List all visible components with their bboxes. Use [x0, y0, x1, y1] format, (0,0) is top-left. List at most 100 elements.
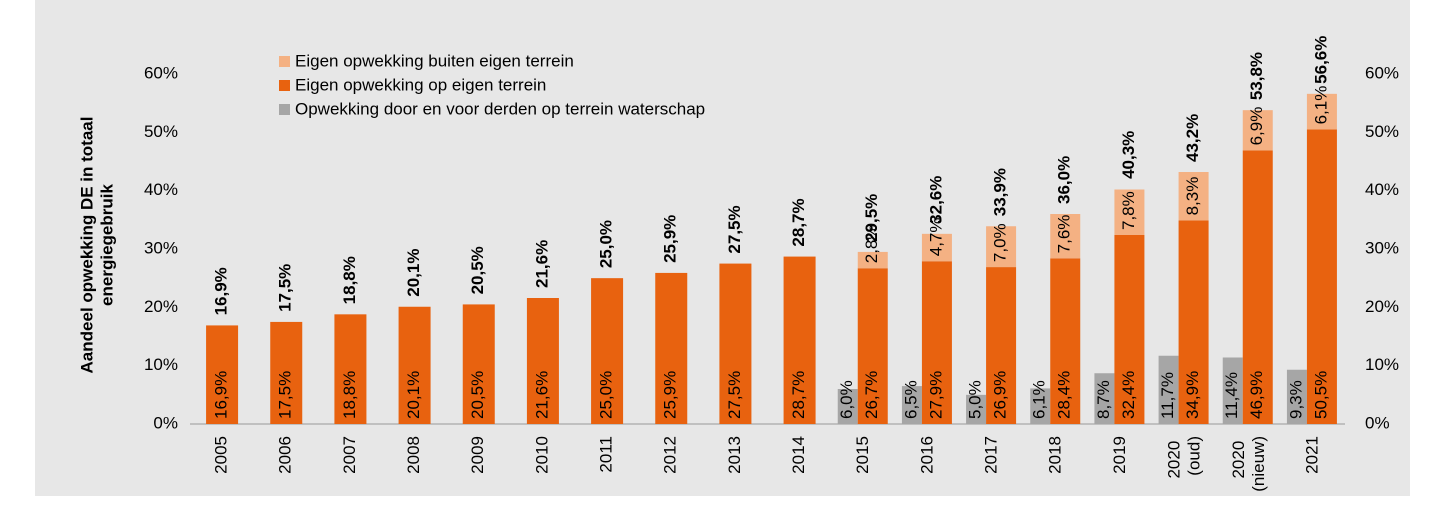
value-label: 28,7% [789, 371, 808, 419]
value-label: 6,5% [901, 380, 920, 419]
y-tick-label: 0% [153, 413, 178, 432]
bar-segment [270, 321, 303, 424]
value-label: 27,9% [926, 371, 945, 419]
bar-segment [1242, 150, 1273, 424]
value-label: 8,3% [1183, 177, 1202, 216]
bar-segment [526, 298, 559, 424]
total-label: 53,8% [1247, 52, 1266, 100]
x-tick-label: 2009 [468, 436, 487, 474]
y-tick-label: 30% [144, 238, 178, 257]
bar-segment [655, 272, 688, 424]
value-label: 26,7% [862, 371, 881, 419]
x-tick-label-line: (nieuw) [1249, 436, 1268, 492]
x-tick-label-line: 2020 [1229, 436, 1248, 479]
y-tick-label: 20% [144, 297, 178, 316]
x-tick-label: 2010 [532, 436, 551, 474]
x-tick-label: 2014 [789, 436, 808, 474]
y2-tick-label: 0% [1365, 413, 1390, 432]
x-tick-label: 2017 [982, 436, 1001, 474]
value-label: 7,0% [991, 223, 1010, 262]
value-label: 9,3% [1286, 380, 1305, 419]
x-tick-label: 2018 [1046, 436, 1065, 474]
bar-segment [398, 306, 431, 424]
y2-tick-label: 50% [1365, 122, 1399, 141]
x-tick-label: 2016 [917, 436, 936, 474]
x-tick-label-line: 2020 [1165, 436, 1184, 479]
value-label: 18,8% [340, 371, 359, 419]
total-label: 32,6% [926, 176, 945, 224]
x-tick-label: 2020 (oud) [1165, 436, 1204, 479]
total-label: 16,9% [212, 267, 231, 315]
x-tick-label: 2015 [853, 436, 872, 474]
value-label: 28,4% [1055, 371, 1074, 419]
total-label: 56,6% [1311, 36, 1330, 84]
total-label: 28,7% [789, 198, 808, 246]
y-axis-title: energiegebruik [97, 184, 116, 306]
value-label: 2,8% [862, 225, 881, 264]
total-label: 40,3% [1119, 131, 1138, 179]
total-label: 20,1% [404, 249, 423, 297]
value-label: 5,0% [966, 380, 985, 419]
bar-segment [986, 267, 1017, 424]
legend-label: Eigen opwekking op eigen terrein [295, 75, 546, 94]
total-label: 21,6% [532, 240, 551, 288]
value-label: 25,9% [661, 371, 680, 419]
bar-segment [857, 268, 888, 424]
bar-segment [986, 226, 1017, 268]
value-label: 32,4% [1119, 371, 1138, 419]
bar-segment [1306, 93, 1337, 130]
y2-tick-label: 40% [1365, 180, 1399, 199]
total-label: 29,5% [862, 194, 881, 242]
value-label: 17,5% [276, 371, 295, 419]
bar-segment [921, 261, 952, 424]
bar-segment [1030, 388, 1051, 424]
value-label: 11,4% [1222, 372, 1241, 419]
value-label: 20,1% [404, 371, 423, 419]
y2-tick-label: 30% [1365, 238, 1399, 257]
value-label: 7,8% [1119, 191, 1138, 230]
value-label: 26,9% [991, 371, 1010, 419]
y2-tick-label: 20% [1365, 297, 1399, 316]
bar-segment [837, 389, 858, 424]
bar-segment [1114, 235, 1145, 424]
total-label: 43,2% [1183, 114, 1202, 162]
bar-segment [966, 394, 987, 424]
value-label: 20,5% [468, 371, 487, 419]
value-label: 25,0% [597, 371, 616, 419]
x-tick-label: 2013 [725, 436, 744, 474]
bar-segment [1094, 373, 1115, 424]
x-tick-label-line: (oud) [1185, 436, 1204, 476]
bar-segment [901, 386, 922, 424]
legend-label: Opwekking door en voor derden op terrein… [295, 99, 705, 118]
y-tick-label: 10% [144, 355, 178, 374]
x-tick-label: 2019 [1110, 436, 1129, 474]
value-label: 8,7% [1094, 380, 1113, 419]
x-tick-label: 2011 [597, 436, 616, 473]
bar-segment [1050, 214, 1081, 259]
bar-segment [1306, 129, 1337, 424]
total-label: 33,9% [991, 168, 1010, 216]
total-label: 18,8% [340, 256, 359, 304]
y-tick-label: 60% [144, 63, 178, 82]
bar-segment [462, 304, 495, 424]
y-axis-title: Aandeel opwekking DE in totaal [77, 117, 96, 374]
y-tick-label: 40% [144, 180, 178, 199]
x-tick-label: 2006 [276, 436, 295, 474]
bar-segment [1286, 369, 1307, 424]
bar-segment [334, 314, 367, 424]
total-label: 20,5% [468, 246, 487, 294]
bar-segment [1178, 172, 1209, 221]
bar-segment [206, 325, 239, 424]
value-label: 16,9% [212, 371, 231, 419]
legend-swatch [279, 56, 290, 67]
bar-segment [719, 263, 752, 424]
value-label: 50,5% [1311, 371, 1330, 419]
bar-segment [1114, 189, 1145, 235]
legend-swatch [279, 80, 290, 91]
value-label: 6,9% [1247, 107, 1266, 146]
x-tick-label: 2008 [404, 436, 423, 474]
legend-swatch [279, 104, 290, 115]
value-label: 46,9% [1247, 371, 1266, 419]
bar-segment [921, 233, 952, 262]
